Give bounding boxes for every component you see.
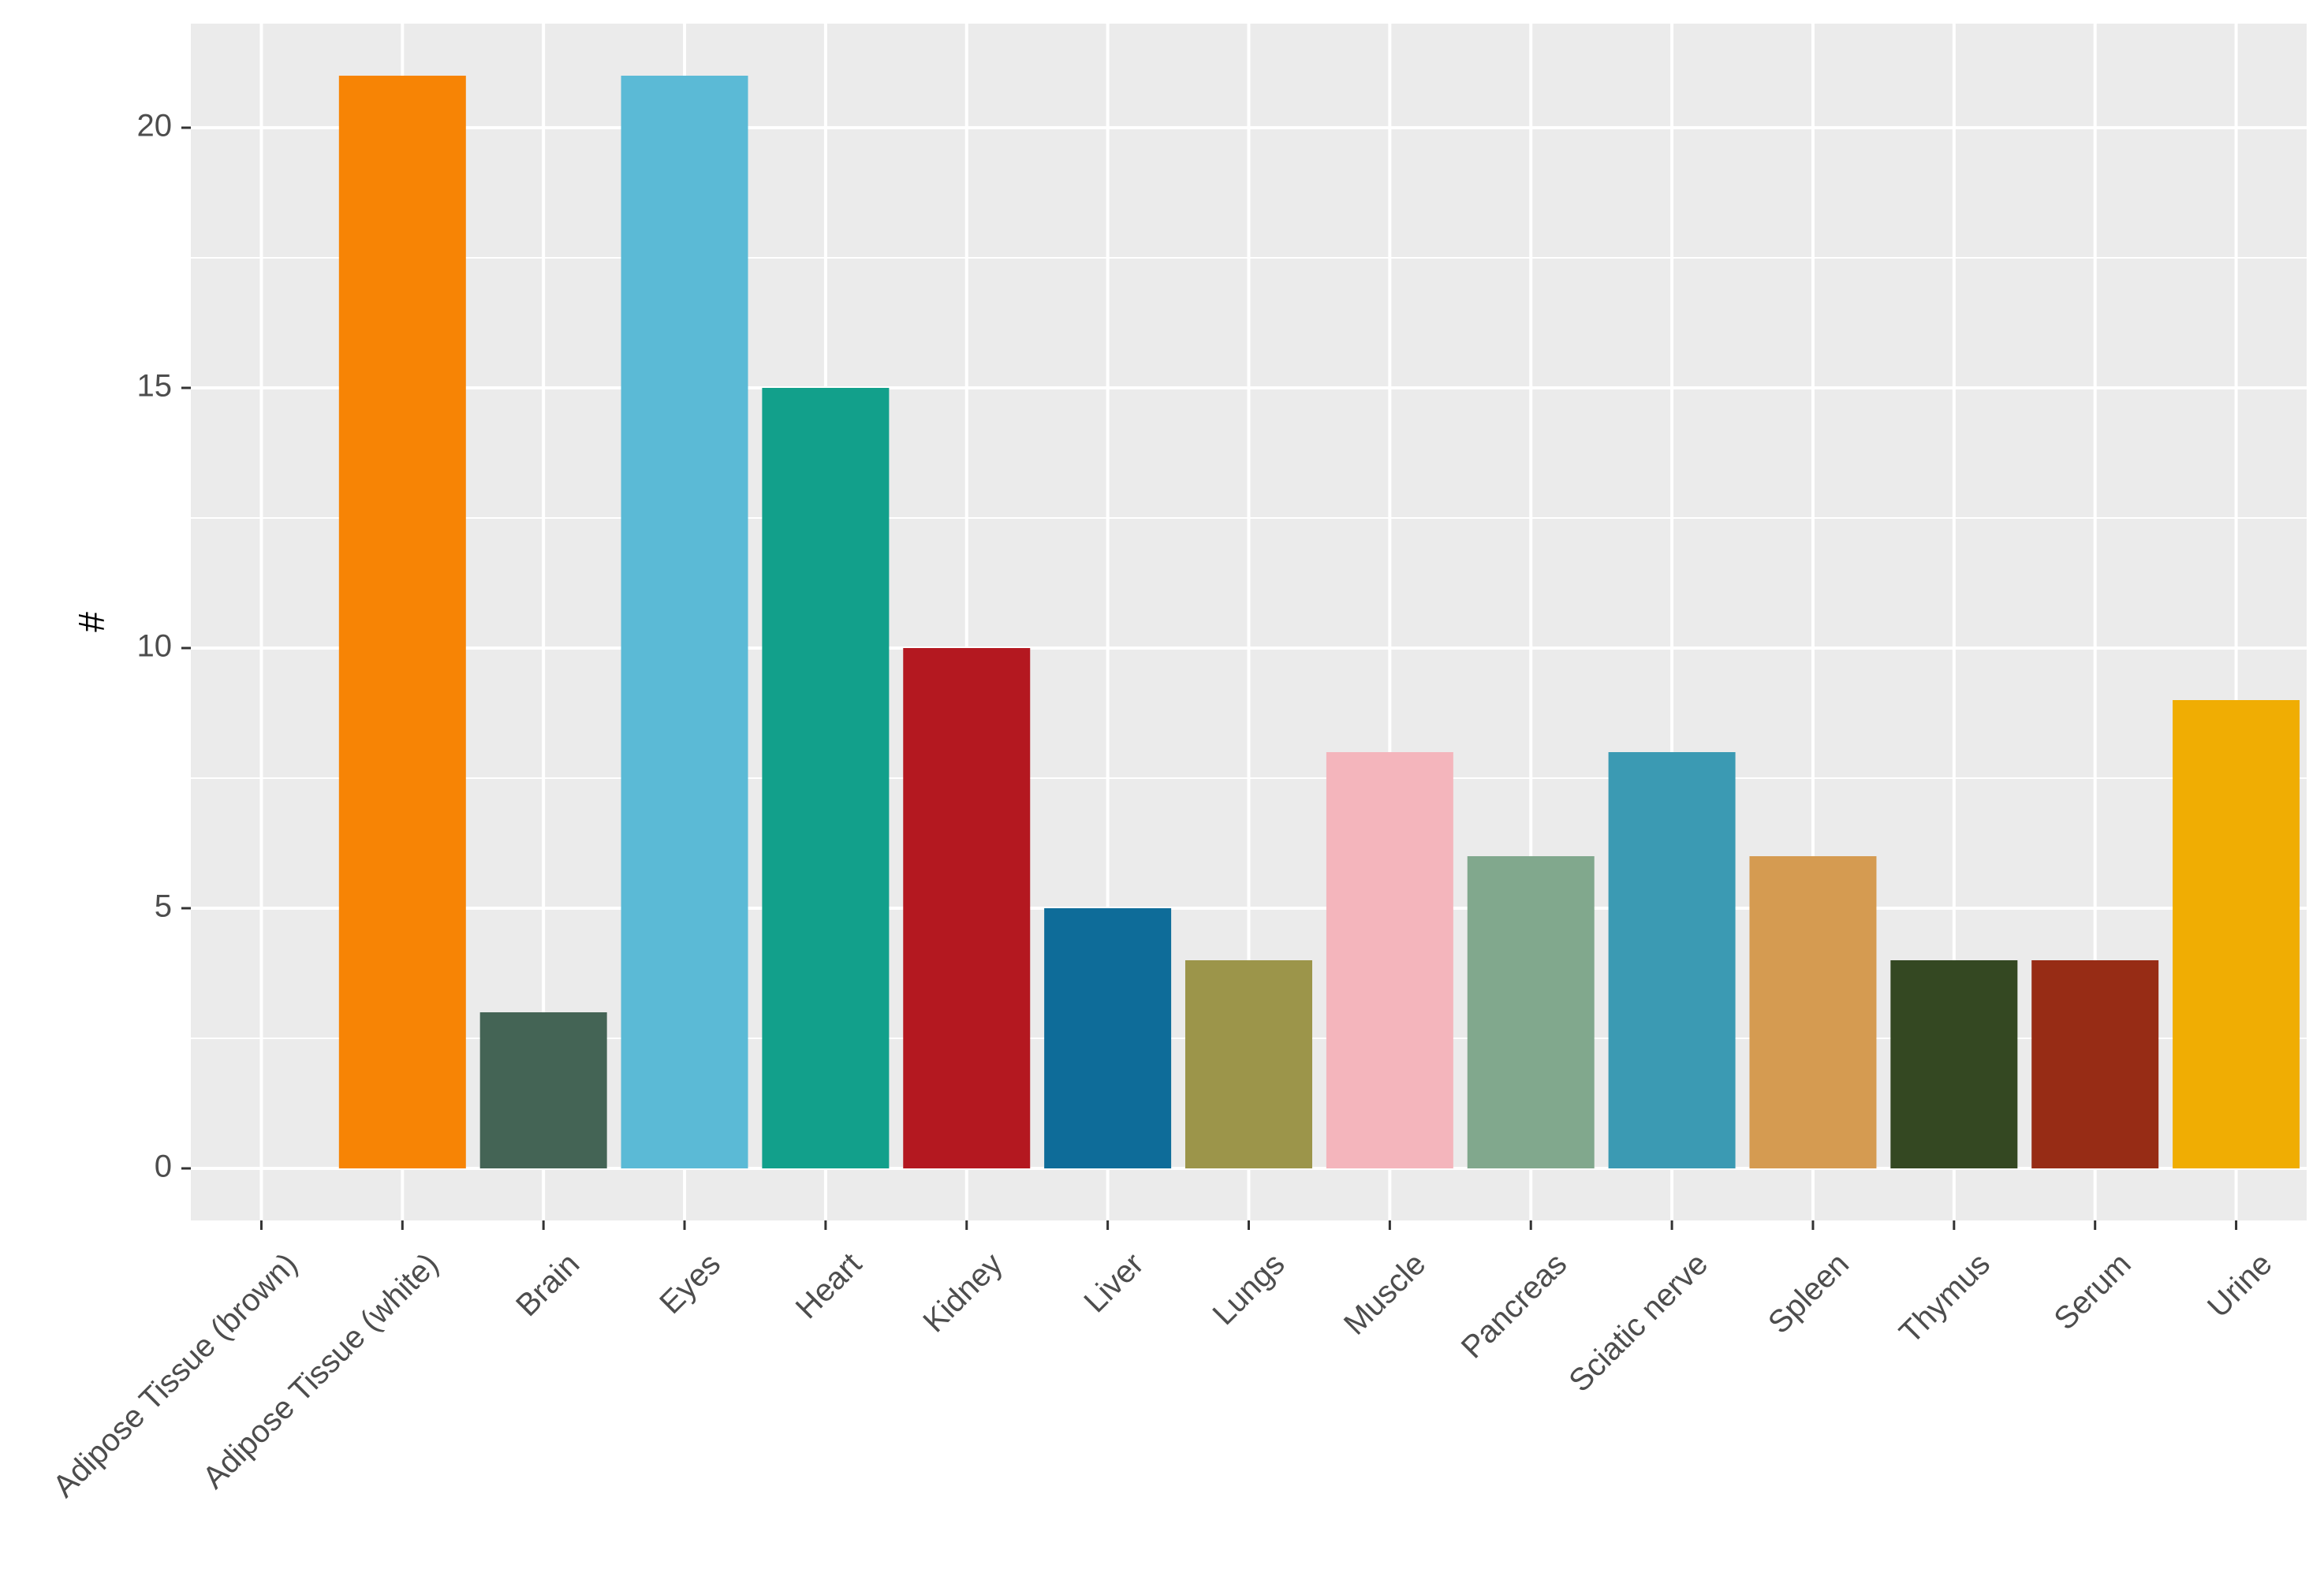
- bar: [479, 1012, 607, 1168]
- bar: [762, 388, 890, 1168]
- x-tick-label: Thymus: [1893, 1246, 1997, 1351]
- bar: [1044, 908, 1172, 1168]
- bar: [338, 76, 466, 1168]
- y-tick-label: 5: [155, 889, 172, 924]
- bar: [621, 76, 748, 1168]
- bar: [1326, 752, 1453, 1168]
- bar: [1749, 856, 1877, 1168]
- x-tick-label: Serum: [2047, 1246, 2137, 1336]
- x-tick-label: Adipose Tissue (white): [196, 1246, 446, 1496]
- y-axis-title: #: [71, 612, 112, 632]
- x-tick-label: Kidney: [916, 1246, 1009, 1339]
- x-tick-label: Heart: [789, 1246, 868, 1325]
- y-tick-label: 15: [137, 369, 173, 404]
- bar: [1467, 856, 1595, 1168]
- bar: [903, 648, 1031, 1168]
- bar: [1608, 752, 1736, 1168]
- y-tick-label: 0: [155, 1149, 172, 1184]
- y-axis: 0 5 10 15 20: [137, 109, 191, 1184]
- x-tick-label: Eyes: [653, 1246, 727, 1321]
- x-tick-label: Liver: [1077, 1246, 1150, 1319]
- y-tick-label: 20: [137, 109, 173, 143]
- x-tick-label: Spleen: [1762, 1246, 1856, 1340]
- x-tick-label: Urine: [2201, 1246, 2279, 1325]
- bar-layer: [338, 76, 2300, 1168]
- bar: [1890, 960, 2018, 1168]
- y-tick-label: 10: [137, 629, 173, 664]
- x-tick-label: Adipose Tissue (brown): [47, 1246, 304, 1504]
- bar: [1185, 960, 1312, 1168]
- bar: [2173, 700, 2300, 1168]
- x-axis: Adipose Tissue (brown)Adipose Tissue (wh…: [47, 1220, 2279, 1504]
- bar: [2031, 960, 2159, 1168]
- x-tick-label: Pancreas: [1455, 1246, 1574, 1365]
- x-tick-label: Lungs: [1206, 1246, 1291, 1332]
- x-tick-label: Muscle: [1337, 1246, 1433, 1342]
- x-tick-label: Brain: [509, 1246, 586, 1323]
- x-tick-label: Sciatic nerve: [1562, 1246, 1714, 1399]
